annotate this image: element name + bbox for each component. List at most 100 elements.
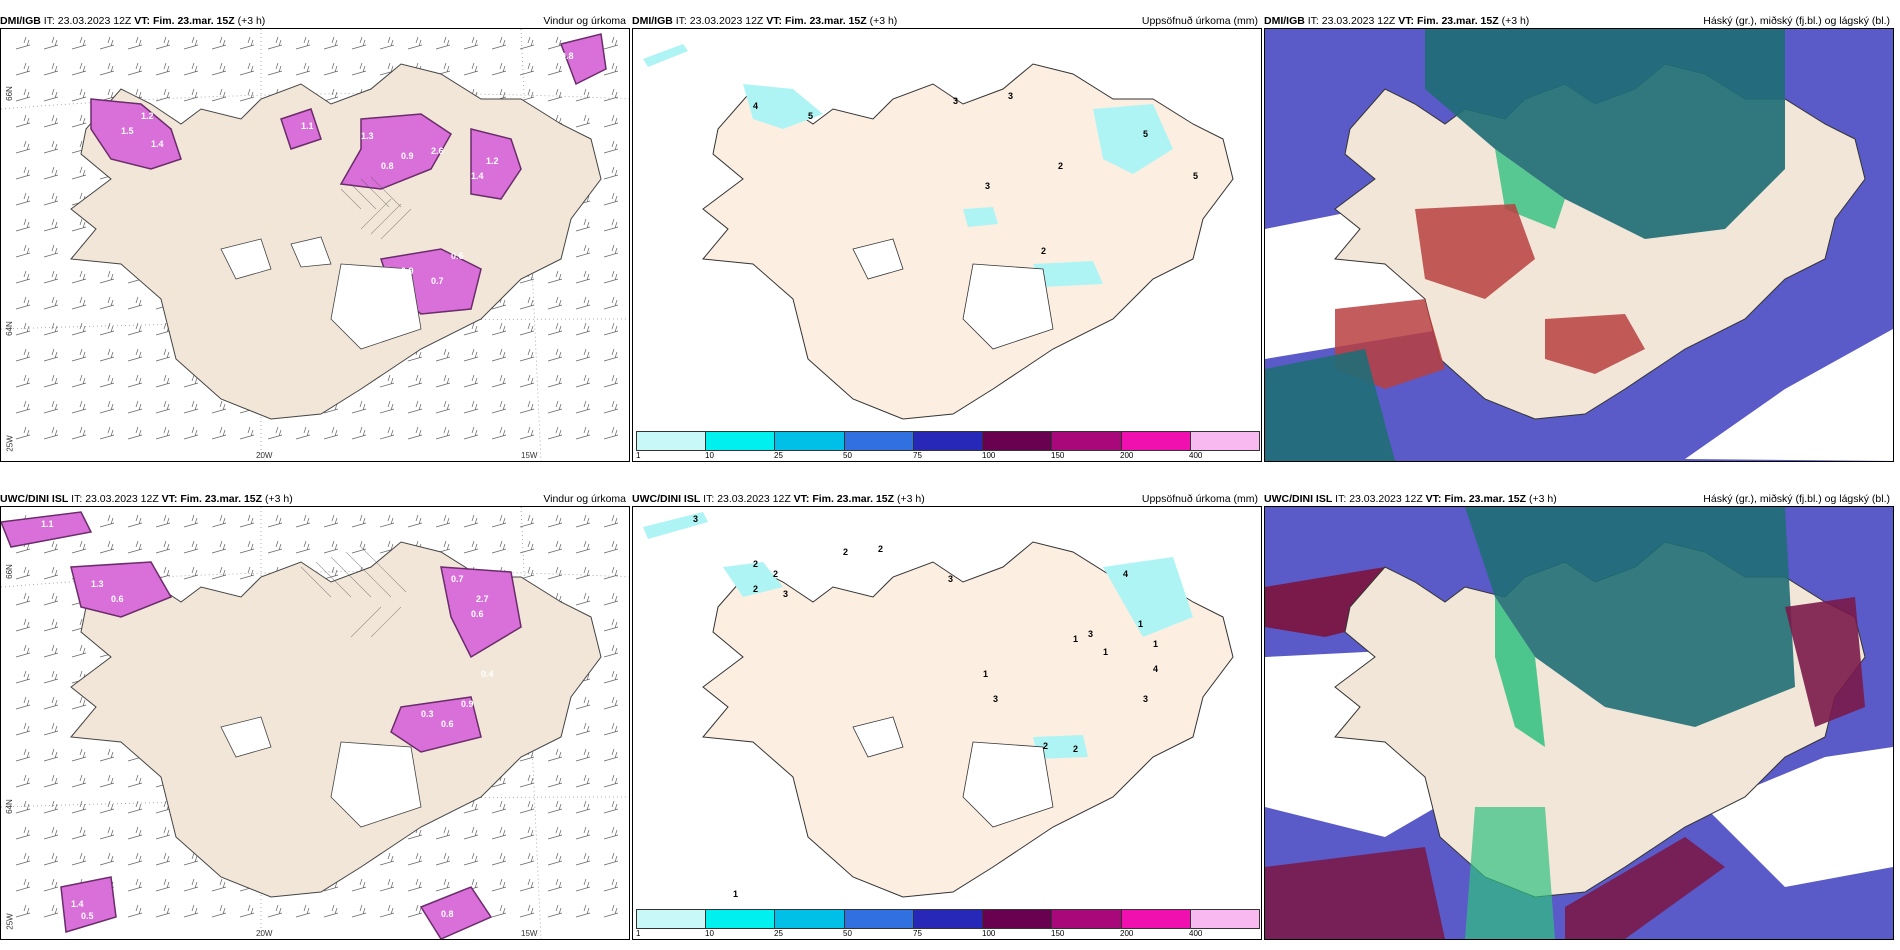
wind-barb bbox=[547, 826, 563, 840]
wind-barb bbox=[15, 36, 31, 50]
colorbar-seg bbox=[913, 431, 984, 451]
iceland-landmass bbox=[702, 541, 1234, 898]
wind-barb bbox=[99, 774, 115, 788]
colorbar-tick: 1 bbox=[636, 929, 641, 938]
wind-barb bbox=[43, 244, 59, 258]
map-clouds bbox=[1264, 506, 1894, 940]
wind-barb bbox=[519, 774, 535, 788]
wind-barb bbox=[71, 696, 87, 710]
wind-barb bbox=[71, 166, 87, 180]
wind-barb bbox=[15, 348, 31, 362]
hatch-area bbox=[340, 176, 412, 240]
colorbar-tick: 150 bbox=[1051, 929, 1065, 938]
lon-label-15w: 15W bbox=[521, 451, 538, 460]
wind-barb bbox=[435, 514, 451, 528]
wind-barb bbox=[43, 878, 59, 892]
wind-barb bbox=[155, 852, 171, 866]
wind-barb bbox=[15, 852, 31, 866]
it-label: IT: bbox=[71, 493, 83, 505]
wind-barb bbox=[127, 852, 143, 866]
wind-barb bbox=[463, 62, 479, 76]
vt-label: VT: bbox=[1425, 493, 1442, 505]
value-label: 2 bbox=[1043, 741, 1048, 751]
wind-barb bbox=[15, 400, 31, 414]
colorbar-tick: 400 bbox=[1189, 451, 1203, 460]
colorbar-labels: 1 10 25 50 75 100 150 200 400 bbox=[636, 929, 1260, 939]
wind-barb bbox=[127, 322, 143, 336]
wind-barb bbox=[155, 62, 171, 76]
wind-barb bbox=[519, 852, 535, 866]
wind-barb bbox=[379, 400, 395, 414]
wind-barb bbox=[71, 400, 87, 414]
wind-barb bbox=[43, 566, 59, 580]
model-name: UWC/DINI ISL bbox=[632, 493, 701, 505]
colorbar-seg bbox=[775, 909, 845, 929]
wind-barb bbox=[155, 426, 171, 440]
wind-barb bbox=[547, 852, 563, 866]
lon-label-25w: 25W bbox=[5, 913, 15, 930]
wind-barb bbox=[43, 62, 59, 76]
model-name: UWC/DINI ISL bbox=[1264, 493, 1333, 505]
value-label: 3 bbox=[948, 574, 953, 584]
value-label: 0.8 bbox=[561, 51, 574, 61]
wind-barb bbox=[99, 748, 115, 762]
product-title: Háský (gr.), miðský (fj.bl.) og lágský (… bbox=[1703, 15, 1890, 27]
wind-barb bbox=[15, 800, 31, 814]
iceland-landmass bbox=[70, 63, 602, 420]
accum-value-labels: 4 5 3 3 5 3 2 2 5 bbox=[753, 91, 1198, 256]
value-label: 1.2 bbox=[486, 156, 499, 166]
valid-time: Fim. 23.mar. 15Z bbox=[180, 493, 263, 505]
value-label: 1 bbox=[1153, 639, 1158, 649]
map-svg: 1.51.41.20.90.81.32.61.41.20.90.70.61.10… bbox=[1, 29, 629, 461]
wind-barb bbox=[43, 670, 59, 684]
wind-barb bbox=[99, 36, 115, 50]
wind-barb bbox=[239, 514, 255, 528]
valid-time: Fim. 23.mar. 15Z bbox=[1444, 493, 1527, 505]
lead-time: (+3 h) bbox=[1501, 15, 1530, 27]
high-cloud-area bbox=[1465, 507, 1795, 727]
wind-barb bbox=[603, 826, 619, 840]
value-label: 2 bbox=[773, 569, 778, 579]
map-wind-precip: 1.1 0.4 1.3 0.6 0.7 2.7 0.6 0.3 0.6 0.9 0.4 1.4 0.5 0… bbox=[0, 506, 630, 940]
value-label: 2 bbox=[753, 559, 758, 569]
wind-barb bbox=[407, 904, 423, 918]
lead-time: (+3 h) bbox=[237, 15, 266, 27]
wind-barb bbox=[575, 348, 591, 362]
wind-barb bbox=[575, 540, 591, 554]
wind-barb bbox=[603, 322, 619, 336]
wind-barb bbox=[211, 36, 227, 50]
value-label: 0.9 bbox=[461, 699, 474, 709]
value-label: 2 bbox=[753, 584, 758, 594]
wind-barb bbox=[127, 540, 143, 554]
wind-barb bbox=[407, 852, 423, 866]
wind-barb bbox=[71, 218, 87, 232]
wind-barb bbox=[519, 400, 535, 414]
wind-barb bbox=[603, 192, 619, 206]
lead-time: (+3 h) bbox=[896, 493, 925, 505]
precip-areas bbox=[1, 511, 522, 939]
wind-barb bbox=[603, 514, 619, 528]
wind-barb bbox=[71, 62, 87, 76]
wind-barb bbox=[15, 62, 31, 76]
wind-barb bbox=[463, 36, 479, 50]
panel-header: UWC/DINI ISL IT: 23.03.2023 12Z VT: Fim.… bbox=[0, 492, 630, 506]
colorbar-seg bbox=[983, 431, 1053, 451]
wind-barb bbox=[99, 400, 115, 414]
hatch-area bbox=[300, 546, 407, 638]
wind-barb bbox=[295, 36, 311, 50]
wind-barb bbox=[71, 774, 87, 788]
it-label: IT: bbox=[1335, 493, 1347, 505]
colorbar-tick: 400 bbox=[1189, 929, 1203, 938]
wind-barb bbox=[211, 426, 227, 440]
value-label: 0.7 bbox=[451, 574, 464, 584]
wind-barb bbox=[351, 400, 367, 414]
wind-barb bbox=[603, 748, 619, 762]
wind-barb bbox=[603, 218, 619, 232]
init-time: 23.03.2023 12Z bbox=[717, 493, 791, 505]
wind-barb bbox=[575, 592, 591, 606]
it-label: IT: bbox=[43, 15, 55, 27]
wind-barb bbox=[43, 218, 59, 232]
low-cloud-area bbox=[1415, 204, 1535, 299]
colorbar-tick: 10 bbox=[705, 929, 714, 938]
wind-barb bbox=[99, 322, 115, 336]
